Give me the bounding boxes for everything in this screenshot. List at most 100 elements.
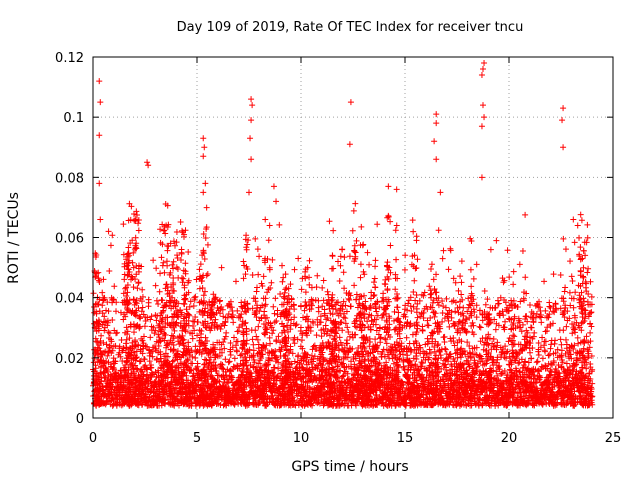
data-point bbox=[117, 368, 124, 374]
data-point bbox=[526, 302, 533, 309]
data-point bbox=[320, 384, 327, 391]
data-point bbox=[458, 279, 465, 286]
data-point bbox=[506, 274, 513, 281]
data-point bbox=[139, 304, 146, 311]
data-point bbox=[217, 310, 224, 317]
data-point bbox=[276, 221, 283, 228]
data-point bbox=[349, 345, 356, 352]
data-point bbox=[321, 312, 328, 319]
data-point bbox=[113, 299, 120, 306]
data-point bbox=[275, 365, 282, 372]
data-point bbox=[196, 285, 203, 292]
data-point bbox=[128, 360, 135, 367]
data-point bbox=[308, 296, 315, 303]
data-point bbox=[341, 254, 348, 261]
data-point bbox=[191, 296, 198, 303]
data-point bbox=[547, 345, 554, 352]
data-point bbox=[177, 218, 184, 225]
data-point bbox=[109, 232, 116, 239]
data-point bbox=[440, 303, 447, 310]
data-point bbox=[233, 392, 240, 399]
data-point bbox=[123, 324, 130, 331]
data-point bbox=[99, 302, 106, 309]
data-point bbox=[122, 340, 129, 347]
data-point bbox=[189, 330, 196, 337]
data-point bbox=[477, 324, 484, 331]
data-point bbox=[173, 229, 180, 236]
data-point bbox=[189, 360, 196, 367]
data-point bbox=[293, 321, 300, 328]
data-point bbox=[515, 360, 522, 367]
data-point bbox=[234, 307, 241, 314]
data-point bbox=[494, 297, 501, 304]
data-point bbox=[227, 352, 234, 359]
data-point bbox=[470, 275, 477, 282]
data-point bbox=[227, 298, 234, 305]
data-point bbox=[185, 311, 192, 318]
data-point bbox=[310, 320, 317, 327]
data-point bbox=[204, 241, 211, 248]
data-point bbox=[213, 368, 220, 375]
data-point bbox=[146, 358, 153, 365]
data-point bbox=[217, 297, 224, 304]
data-point bbox=[264, 289, 271, 296]
data-point bbox=[229, 344, 236, 351]
data-point bbox=[238, 351, 245, 358]
data-point bbox=[372, 336, 379, 343]
data-point bbox=[141, 356, 148, 363]
data-point bbox=[484, 296, 491, 303]
data-point bbox=[309, 297, 316, 304]
data-point bbox=[357, 261, 364, 268]
data-point bbox=[114, 329, 121, 336]
data-point bbox=[516, 261, 523, 268]
data-point bbox=[147, 316, 154, 323]
data-point bbox=[124, 328, 131, 335]
data-point bbox=[132, 312, 139, 319]
data-point bbox=[345, 328, 352, 335]
data-point bbox=[112, 358, 119, 365]
data-point bbox=[232, 278, 239, 285]
data-point bbox=[460, 304, 467, 311]
data-point bbox=[271, 319, 278, 326]
data-point bbox=[169, 339, 176, 346]
data-point bbox=[535, 352, 542, 359]
data-point bbox=[152, 327, 159, 334]
data-point bbox=[119, 358, 126, 365]
data-point bbox=[185, 248, 192, 255]
data-point bbox=[134, 285, 141, 292]
data-point bbox=[109, 317, 116, 324]
data-point bbox=[101, 294, 108, 301]
data-point bbox=[340, 372, 347, 379]
data-point bbox=[249, 271, 256, 278]
data-point bbox=[441, 345, 448, 352]
data-point bbox=[249, 336, 256, 343]
data-point bbox=[102, 374, 109, 381]
data-point bbox=[372, 263, 379, 270]
data-point bbox=[344, 324, 351, 331]
data-point bbox=[118, 336, 125, 343]
data-point bbox=[262, 216, 269, 223]
data-point bbox=[295, 352, 302, 359]
data-point bbox=[303, 303, 310, 310]
data-point bbox=[136, 358, 143, 365]
data-point bbox=[111, 283, 118, 290]
data-point bbox=[457, 273, 464, 280]
data-point bbox=[342, 315, 349, 322]
data-point bbox=[169, 381, 176, 388]
data-point bbox=[534, 358, 541, 365]
data-point bbox=[473, 261, 480, 268]
data-point bbox=[313, 284, 320, 291]
data-point bbox=[104, 352, 111, 359]
data-point bbox=[194, 332, 201, 339]
data-point bbox=[516, 368, 523, 375]
data-point bbox=[137, 346, 144, 353]
data-point bbox=[236, 324, 243, 331]
data-point bbox=[153, 297, 160, 304]
data-point bbox=[110, 364, 117, 371]
data-point bbox=[273, 337, 280, 344]
data-point bbox=[174, 313, 181, 320]
data-point bbox=[245, 306, 252, 313]
data-point bbox=[522, 211, 529, 218]
data-point bbox=[458, 258, 465, 265]
data-point bbox=[223, 329, 230, 336]
